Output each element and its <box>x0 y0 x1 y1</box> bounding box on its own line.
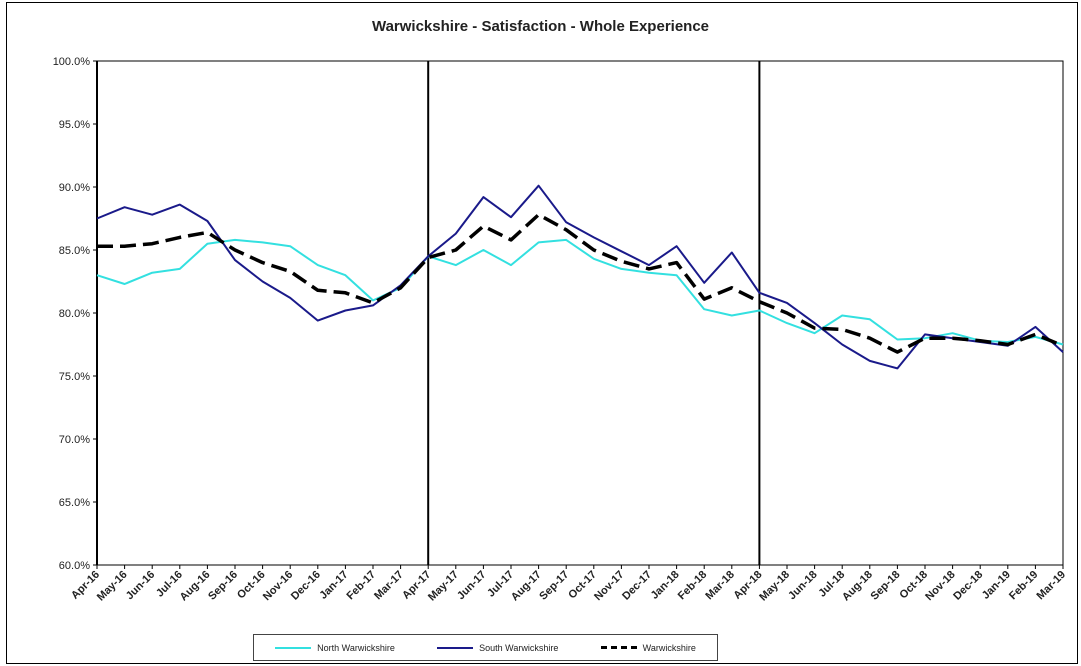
y-tick-label: 65.0% <box>59 497 90 509</box>
x-tick-label: Mar-19 <box>1035 569 1069 603</box>
plot-area <box>96 60 1064 566</box>
series-line-north-warwickshire <box>96 238 1064 346</box>
legend-item-warwickshire: Warwickshire <box>600 642 696 653</box>
y-tick-label: 70.0% <box>59 434 90 446</box>
x-tick-label: Sep-17 <box>537 569 571 603</box>
x-tick-label: Aug-18 <box>840 569 875 604</box>
x-tick-label: Jun-17 <box>455 569 489 603</box>
legend-label-warwickshire: Warwickshire <box>642 642 696 653</box>
chart-title: Warwickshire - Satisfaction - Whole Expe… <box>371 18 710 35</box>
y-tick-label: 60.0% <box>59 560 90 572</box>
series-line-warwickshire <box>97 212 1064 354</box>
legend-item-north: North Warwickshire <box>275 643 395 653</box>
x-tick-label: Nov-17 <box>592 569 626 603</box>
legend-label-north: North Warwickshire <box>317 642 395 653</box>
y-tick-label: 100.0% <box>53 56 91 68</box>
x-tick-label: Jan-19 <box>980 569 1013 602</box>
x-tick-label: Aug-16 <box>178 569 213 604</box>
legend-label-south: South Warwickshire <box>479 642 559 653</box>
x-tick-label: Sep-18 <box>869 569 903 603</box>
x-tick-label: Jan-18 <box>649 569 682 602</box>
y-tick-label: 90.0% <box>59 182 90 194</box>
legend-swatch-south <box>437 646 474 649</box>
x-tick-label: Sep-16 <box>206 569 240 603</box>
x-tick-label: Jun-18 <box>786 569 820 603</box>
y-tick-label: 80.0% <box>59 308 90 320</box>
x-tick-label: Mar-17 <box>372 569 406 603</box>
y-tick-label: 95.0% <box>59 119 90 131</box>
legend-item-south: South Warwickshire <box>437 643 558 653</box>
chart-frame <box>6 2 1078 664</box>
x-tick-label: Dec-16 <box>289 569 323 603</box>
series-line-south-warwickshire <box>96 184 1064 370</box>
x-tick-label: Feb-18 <box>676 569 710 603</box>
x-tick-label: Jan-17 <box>317 569 350 602</box>
x-tick-label: May-18 <box>757 569 792 604</box>
x-tick-label: May-17 <box>426 569 461 604</box>
x-tick-label: May-16 <box>95 569 130 604</box>
legend-swatch-north <box>275 646 312 649</box>
x-tick-label: Dec-18 <box>951 569 985 603</box>
x-tick-label: Aug-17 <box>509 569 544 604</box>
x-tick-label: Jun-16 <box>124 569 158 603</box>
legend-swatch-warwickshire <box>600 646 637 649</box>
y-tick-label: 85.0% <box>59 245 90 257</box>
x-tick-label: Feb-17 <box>345 569 379 603</box>
x-tick-label: Nov-18 <box>923 569 957 603</box>
chart-legend: North Warwickshire South Warwickshire Wa… <box>253 634 718 661</box>
x-tick-label: Nov-16 <box>261 569 295 603</box>
x-tick-label: Mar-18 <box>703 569 737 603</box>
x-tick-label: Dec-17 <box>620 569 654 603</box>
y-tick-label: 75.0% <box>59 371 90 383</box>
x-tick-label: Feb-19 <box>1007 569 1041 603</box>
